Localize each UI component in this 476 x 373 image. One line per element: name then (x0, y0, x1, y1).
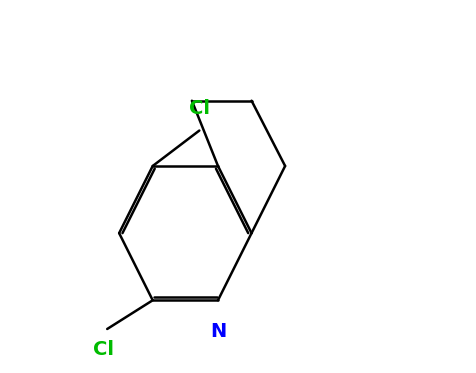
Text: N: N (209, 323, 226, 341)
Text: Cl: Cl (188, 99, 209, 117)
Text: Cl: Cl (93, 340, 114, 359)
